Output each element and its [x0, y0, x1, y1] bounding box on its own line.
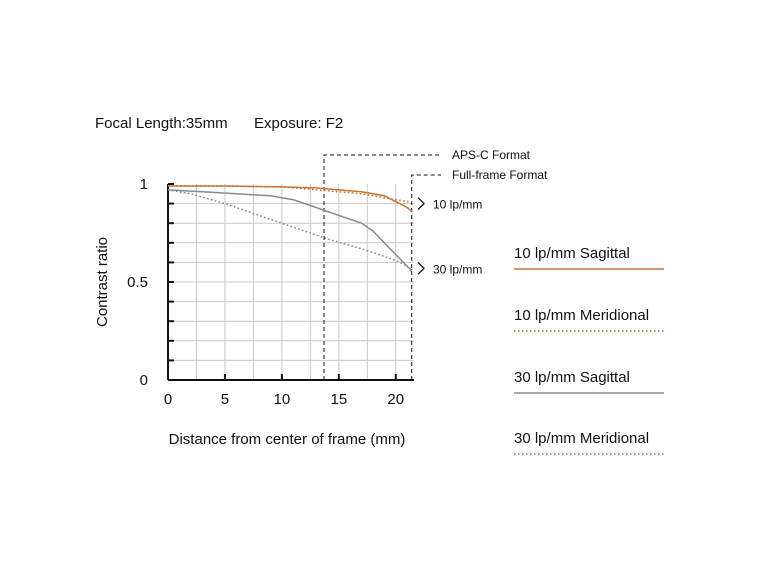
x-axis-label: Distance from center of frame (mm) [169, 431, 406, 448]
x-tick-label: 20 [387, 391, 404, 408]
x-tick-label: 5 [221, 391, 229, 408]
x-tick-label: 15 [330, 391, 347, 408]
axes: 0 5 10 15 20 1 0.5 0 [127, 176, 414, 408]
series-10-lp-mm-meridional-line [168, 185, 412, 203]
y-axis-label: Contrast ratio [94, 237, 111, 327]
fullframe-format-marker [411, 174, 441, 380]
apsc-format-label: APS-C Format [452, 148, 531, 162]
legend-item-label: 10 lp/mm Sagittal [514, 245, 630, 262]
legend: 10 lp/mm Sagittal 10 lp/mm Meridional 30 l… [514, 245, 664, 455]
group-10-label: 10 lp/mm [433, 198, 482, 212]
series-lines [167, 185, 413, 273]
format-markers: APS-C Format Full-frame Format [323, 148, 548, 380]
x-tick-label: 0 [164, 391, 172, 408]
group-10-bracket [417, 197, 425, 211]
legend-item-label: 30 lp/mm Sagittal [514, 369, 630, 386]
y-tick-label: 0.5 [127, 274, 148, 291]
x-tick-label: 10 [274, 391, 291, 408]
grid [168, 184, 414, 380]
y-tick-label: 1 [140, 176, 148, 193]
series-30-lp-mm-sagittal-line [167, 189, 413, 271]
apsc-format-marker [323, 154, 441, 380]
group-30-label: 30 lp/mm [433, 262, 482, 276]
focal-length-label: Focal Length:35mm [95, 115, 228, 132]
y-tick-label: 0 [140, 372, 148, 389]
series-10-lp-mm-sagittal-line [168, 185, 413, 212]
legend-item-label: 10 lp/mm Meridional [514, 307, 649, 324]
exposure-label: Exposure: F2 [254, 115, 343, 132]
series-30-lp-mm-meridional-line [167, 189, 413, 273]
group-brackets: 10 lp/mm 30 lp/mm [417, 197, 482, 276]
legend-item-label: 30 lp/mm Meridional [514, 430, 649, 447]
fullframe-format-label: Full-frame Format [452, 168, 548, 182]
group-30-bracket [417, 261, 425, 275]
